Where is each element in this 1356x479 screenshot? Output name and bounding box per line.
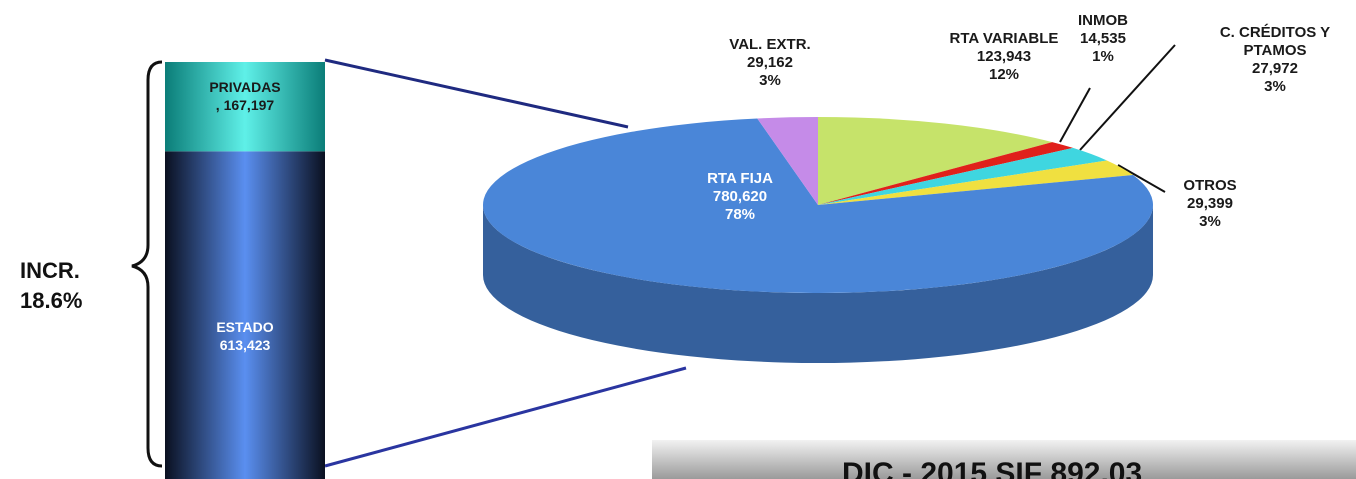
slice-name: INMOB bbox=[1078, 12, 1128, 29]
slice-value: 27,972 bbox=[1252, 60, 1298, 77]
leader-line bbox=[1059, 87, 1091, 143]
slice-name: VAL. EXTR. bbox=[729, 36, 811, 53]
pie-slice bbox=[818, 142, 1074, 205]
slice-name: OTROS bbox=[1183, 177, 1237, 194]
slice-label: INMOB 14,535 1% bbox=[1078, 12, 1128, 66]
pie-slice bbox=[483, 118, 1154, 293]
slice-percent: 3% bbox=[1199, 213, 1221, 230]
slice-label: RTA VARIABLE 123,943 12% bbox=[950, 30, 1059, 84]
leader-line bbox=[1117, 164, 1166, 193]
bar-segment bbox=[165, 62, 325, 152]
slice-label: RTA FIJA 780,620 78% bbox=[707, 170, 773, 224]
slice-name: RTA VARIABLE bbox=[949, 30, 1059, 47]
slice-percent: 78% bbox=[724, 206, 756, 223]
connector bbox=[324, 366, 687, 468]
brace bbox=[131, 60, 163, 468]
bar-segment bbox=[165, 151, 325, 479]
pie-slice bbox=[757, 117, 818, 205]
slice-percent: 3% bbox=[1264, 78, 1286, 95]
bar-label: ESTADO 613,423 bbox=[216, 318, 273, 354]
slice-percent: 1% bbox=[1092, 48, 1114, 65]
slice-label: C. CRÉDITOS Y PTAMOS 27,972 3% bbox=[1190, 24, 1356, 96]
bar-label: PRIVADAS , 167,197 bbox=[209, 78, 280, 114]
slice-name: RTA FIJA bbox=[707, 170, 773, 187]
pie-side bbox=[483, 205, 1153, 363]
increase-note: INCR. 18.6% bbox=[20, 258, 83, 313]
bar-series-name: PRIVADAS bbox=[209, 79, 281, 95]
slice-label: VAL. EXTR. 29,162 3% bbox=[729, 36, 810, 90]
connector bbox=[324, 58, 629, 129]
bar-value: , 167,197 bbox=[215, 97, 275, 113]
pie-slice bbox=[818, 147, 1107, 205]
footer-box: DIC - 2015 SIF 892,03 bbox=[652, 440, 1356, 479]
slice-value: 123,943 bbox=[976, 48, 1032, 65]
footer-text: DIC - 2015 SIF 892,03 bbox=[842, 457, 1143, 479]
slice-value: 14,535 bbox=[1080, 30, 1126, 47]
slice-value: 29,399 bbox=[1187, 195, 1233, 212]
slice-name: C. CRÉDITOS Y PTAMOS bbox=[1219, 24, 1331, 59]
slice-percent: 12% bbox=[988, 66, 1020, 83]
slice-percent: 3% bbox=[759, 72, 781, 89]
slice-value: 780,620 bbox=[712, 188, 768, 205]
bar-value: 613,423 bbox=[219, 337, 271, 353]
slice-value: 29,162 bbox=[747, 54, 793, 71]
pie-slice bbox=[818, 160, 1134, 205]
pie-slice bbox=[818, 117, 1053, 205]
slice-label: OTROS 29,399 3% bbox=[1183, 177, 1236, 231]
bar-series-name: ESTADO bbox=[216, 319, 274, 335]
leader-line bbox=[1079, 44, 1176, 151]
